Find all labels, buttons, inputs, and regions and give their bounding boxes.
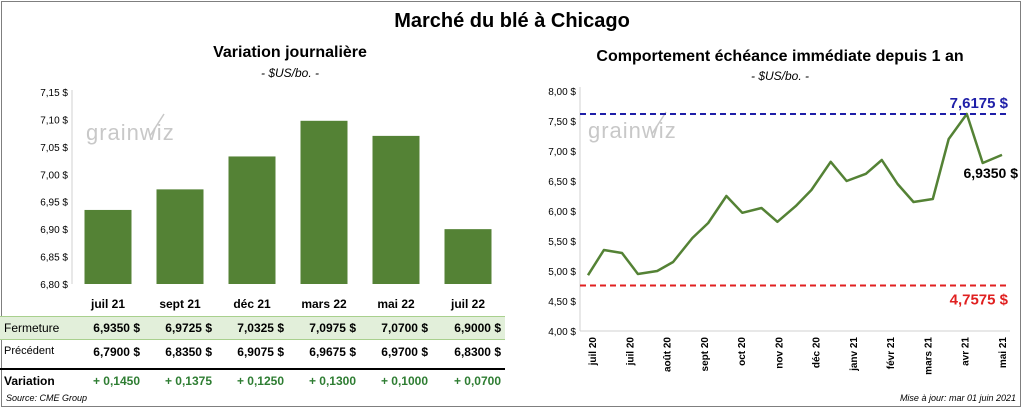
left-chart-subtitle: - $US/bo. - [260, 66, 320, 80]
table-cell: + 0,1000 [380, 374, 428, 388]
table-cell: 7,0700 $ [381, 321, 428, 335]
table-cell: 6,9675 $ [309, 345, 356, 359]
row-label: Fermeture [4, 321, 60, 335]
right-chart-title: Comportement échéance immédiate depuis 1… [596, 48, 964, 65]
row-label: Précédent [4, 345, 55, 357]
table-cell: 6,8350 $ [165, 345, 212, 359]
table-row-precedent: Précédent 6,7900 $ 6,8350 $ 6,9075 $ 6,9… [0, 341, 505, 363]
row-label: Variation [4, 374, 55, 388]
table-cell: 7,0975 $ [309, 321, 356, 335]
table-cell: 6,8300 $ [454, 345, 501, 359]
table-cell: 6,9725 $ [165, 321, 212, 335]
table-row-fermeture: Fermeture 6,9350 $ 6,9725 $ 7,0325 $ 7,0… [0, 316, 505, 340]
table-cell: 6,9350 $ [93, 321, 140, 335]
table-cell: 6,9000 $ [454, 321, 501, 335]
table-cell: 6,7900 $ [93, 345, 140, 359]
table-cell: + 0,1300 [308, 374, 356, 388]
table-cell: + 0,1450 [92, 374, 140, 388]
update-note: Mise à jour: mar 01 juin 2021 [899, 393, 1016, 403]
main-title: Marché du blé à Chicago [394, 10, 630, 32]
table-cell: + 0,1375 [164, 374, 212, 388]
table-cell: 6,9075 $ [237, 345, 284, 359]
table-row-variation: Variation + 0,1450 + 0,1375 + 0,1250 + 0… [0, 368, 505, 392]
table-cell: + 0,0700 [453, 374, 501, 388]
table-cell: + 0,1250 [236, 374, 284, 388]
source-note: Source: CME Group [6, 393, 88, 403]
right-chart-subtitle: - $US/bo. - [750, 69, 810, 83]
table-cell: 6,9700 $ [381, 345, 428, 359]
left-chart-title: Variation journalière [213, 44, 367, 61]
table-cell: 7,0325 $ [237, 321, 284, 335]
